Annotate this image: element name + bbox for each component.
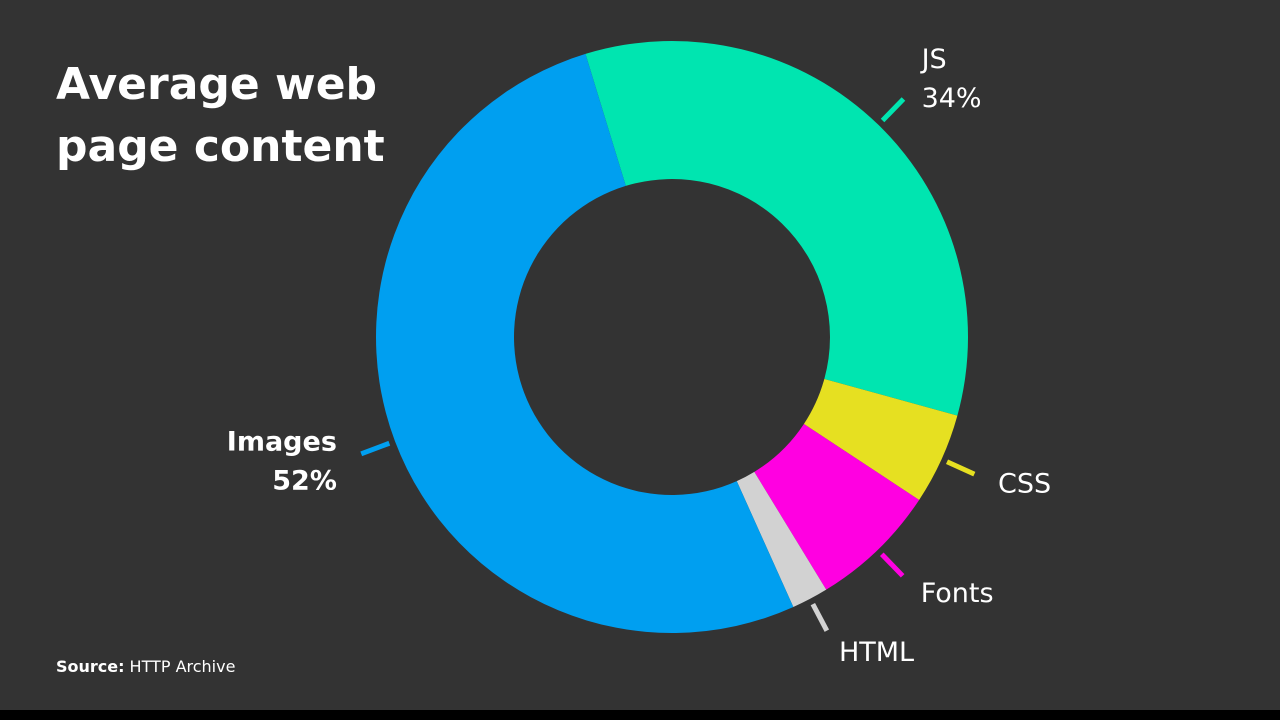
slice-label: Fonts xyxy=(921,578,994,609)
leader-line xyxy=(880,97,906,123)
donut-slice xyxy=(803,378,958,500)
source-text: HTTP Archive xyxy=(130,657,236,676)
slice-label: JS xyxy=(920,44,947,75)
leader-line xyxy=(360,440,391,457)
slice-label: Images xyxy=(227,426,337,457)
donut-slice xyxy=(585,41,968,416)
slice-label: HTML xyxy=(839,637,914,668)
chart-title: page content xyxy=(56,121,385,172)
source: Source: HTTP Archive xyxy=(56,657,235,676)
donut-slice xyxy=(754,423,920,590)
leader-line xyxy=(945,459,976,477)
chart-title: Average web xyxy=(56,59,377,110)
leader-line xyxy=(879,552,905,578)
source-label: Source: xyxy=(56,657,125,676)
slice-value-label: 52% xyxy=(272,465,337,496)
leader-line xyxy=(810,602,830,632)
donut-slice xyxy=(736,471,827,607)
slice-value-label: 34% xyxy=(922,83,982,114)
donut-slice xyxy=(376,53,794,633)
slice-label: CSS xyxy=(998,468,1051,499)
